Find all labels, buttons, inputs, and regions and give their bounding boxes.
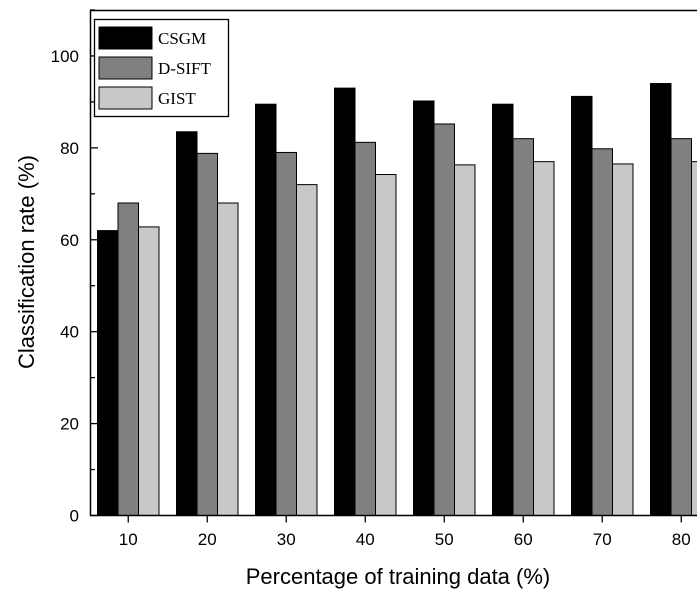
bar-csgm-20 (176, 131, 198, 516)
bar-gist-40 (375, 174, 397, 516)
bar-gist-70 (612, 163, 634, 516)
x-tick-label: 10 (119, 530, 138, 549)
legend-swatch-gist (98, 86, 153, 110)
legend: CSGM D-SIFT GIST (93, 18, 230, 118)
bar-csgm-80 (650, 83, 672, 516)
bar-csgm-70 (571, 95, 593, 517)
bar-d-sift-30 (275, 151, 297, 517)
x-tick-label: 70 (593, 530, 612, 549)
y-tick-label: 100 (51, 47, 79, 66)
bar-d-sift-60 (512, 138, 534, 516)
y-tick-label: 0 (70, 507, 79, 526)
legend-swatch-d-sift (98, 56, 153, 80)
x-tick-label: 60 (514, 530, 533, 549)
bar-gist-50 (454, 164, 476, 516)
x-tick-label: 20 (198, 530, 217, 549)
bar-csgm-30 (255, 103, 277, 516)
bars-group (97, 83, 697, 517)
bar-d-sift-50 (433, 123, 455, 516)
bar-d-sift-70 (591, 148, 613, 517)
y-tick-label: 40 (60, 323, 79, 342)
y-tick-label: 60 (60, 231, 79, 250)
x-tick-label: 40 (356, 530, 375, 549)
x-tick-label: 50 (435, 530, 454, 549)
bar-csgm-50 (413, 100, 435, 517)
y-ticks-group: 0 20 40 60 80 100 (51, 9, 98, 526)
bar-d-sift-10 (117, 202, 139, 516)
y-tick-label: 80 (60, 139, 79, 158)
bar-csgm-40 (334, 87, 356, 516)
x-axis-label: Percentage of training data (%) (246, 564, 551, 589)
bar-gist-10 (138, 226, 160, 516)
bar-csgm-60 (492, 103, 514, 516)
bar-gist-30 (296, 184, 318, 517)
legend-swatch-csgm (98, 26, 153, 50)
bar-gist-80 (691, 161, 697, 516)
legend-label-gist: GIST (158, 89, 196, 108)
x-tick-label: 80 (672, 530, 691, 549)
bar-gist-20 (217, 202, 239, 516)
legend-label-d-sift: D-SIFT (158, 59, 212, 78)
x-tick-label: 30 (277, 530, 296, 549)
axes-group (89, 9, 697, 517)
y-axis-label: Classification rate (%) (14, 155, 39, 369)
bar-csgm-10 (97, 230, 119, 516)
x-ticks-group: 10 20 30 40 50 60 70 80 (119, 515, 691, 549)
bar-d-sift-80 (670, 138, 692, 516)
y-tick-label: 20 (60, 415, 79, 434)
bar-gist-60 (533, 161, 555, 516)
bar-d-sift-40 (354, 141, 376, 516)
bar-d-sift-20 (196, 152, 218, 517)
legend-label-csgm: CSGM (158, 29, 206, 48)
